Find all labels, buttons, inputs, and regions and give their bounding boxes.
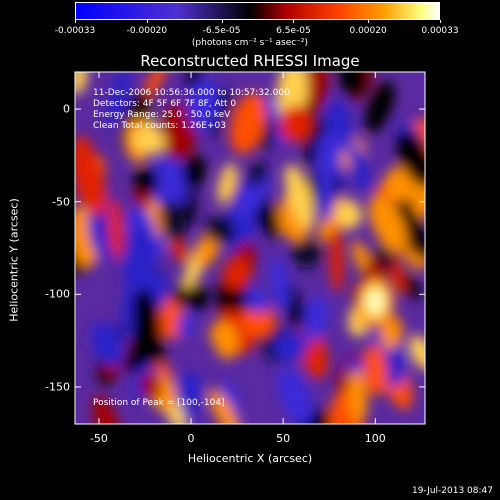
heatmap-cell xyxy=(393,202,425,260)
colorbar-tick-mark xyxy=(146,20,148,23)
heatmap-cell xyxy=(132,288,162,350)
colorbar-tick-label: 0.00033 xyxy=(421,26,459,36)
heatmap-peak xyxy=(353,271,398,332)
colorbar-tick-mark xyxy=(368,20,370,23)
heatmap-cell xyxy=(284,164,315,230)
heatmap-cell xyxy=(132,126,166,155)
heatmap-cell xyxy=(246,161,267,187)
heatmap-cell xyxy=(301,72,329,117)
colorbar-tick-label: 0.00020 xyxy=(349,26,387,36)
heatmap-cell xyxy=(269,257,290,311)
x-tick-label: 100 xyxy=(364,432,386,445)
heatmap-cell xyxy=(318,209,338,242)
info-time-range: 11-Dec-2006 10:56:36.000 to 10:57:32.000 xyxy=(93,88,290,98)
heatmap-cell xyxy=(121,279,135,338)
heatmap-cell xyxy=(162,106,188,153)
heatmap-cell xyxy=(278,105,313,143)
heatmap-cell xyxy=(92,395,121,424)
heatmap-cell xyxy=(213,322,239,360)
heatmap-cell xyxy=(396,130,425,188)
heatmap-cell xyxy=(177,312,194,338)
colorbar-tick-mark xyxy=(440,20,441,23)
heatmap-cell xyxy=(409,335,425,371)
heatmap-cell xyxy=(217,162,236,205)
heatmap-cell xyxy=(365,80,395,133)
x-axis-label: Heliocentric X (arcsec) xyxy=(187,452,313,465)
heatmap-cell xyxy=(204,216,235,245)
y-tick-label: 0 xyxy=(63,102,70,116)
heatmap-cell xyxy=(363,344,388,396)
colorbar-tick-label: -0.00020 xyxy=(126,26,168,36)
heatmap-cell xyxy=(272,331,308,362)
heatmap-cell xyxy=(317,155,335,221)
heatmap-cell xyxy=(208,388,241,424)
colorbar-tick-mark xyxy=(75,20,76,23)
heatmap-cell xyxy=(186,78,221,132)
heatmap-cell xyxy=(347,370,368,424)
colorbar-tick-mark xyxy=(221,20,223,23)
heatmap-cell xyxy=(230,92,267,155)
heatmap-cell xyxy=(141,372,162,400)
colorbar-unit-label: (photons cm⁻² s⁻¹ asec⁻²) xyxy=(191,38,309,48)
heatmap-cell xyxy=(122,225,155,289)
heatmap-cell xyxy=(329,227,344,293)
heatmap-cell xyxy=(132,167,159,195)
heatmap-cell xyxy=(241,304,276,338)
heatmap-cell xyxy=(182,154,206,188)
plot-border xyxy=(74,71,426,425)
x-tick-label: -50 xyxy=(89,432,108,445)
colorbar-tick-label: -6.5e-05 xyxy=(202,26,241,36)
y-tick-label: -100 xyxy=(45,287,70,301)
heatmap-cell xyxy=(302,295,329,342)
heatmap-cell xyxy=(107,72,131,126)
x-tick-label: 50 xyxy=(276,432,291,445)
timestamp-footer: 19-Jul-2013 08:47 xyxy=(411,486,493,496)
heatmap-cell xyxy=(291,238,323,268)
y-tick-label: -150 xyxy=(45,380,70,394)
info-detectors: Detectors: 4F 5F 6F 7F 8F, Att 0 xyxy=(93,99,237,109)
x-tick-label: 0 xyxy=(187,432,195,445)
heatmap-cell xyxy=(151,157,187,214)
heatmap-cell xyxy=(304,115,325,169)
heatmap-cell xyxy=(383,166,417,202)
heatmap-cell xyxy=(90,322,125,367)
colorbar-tick-label: -0.00033 xyxy=(54,26,96,36)
y-tick-label: -50 xyxy=(52,195,70,209)
info-energy-range: Energy Range: 25.0 - 50.0 keV xyxy=(93,110,231,120)
peak-position-label: Position of Peak = [100,-104] xyxy=(93,398,225,408)
heatmap-cell xyxy=(160,200,187,244)
heatmap-cell xyxy=(338,72,369,98)
y-axis-label: Heliocentric Y (arcsec) xyxy=(7,198,21,322)
colorbar-tick-mark xyxy=(293,20,295,23)
heatmap-cell xyxy=(75,72,88,95)
heatmap-cell xyxy=(107,199,124,260)
heatmap-cell xyxy=(141,72,173,108)
heatmap-cell xyxy=(222,256,251,290)
heatmap-cell xyxy=(277,367,313,424)
heatmap-cell xyxy=(403,274,422,301)
chart-title: Reconstructed RHESSI Image xyxy=(140,52,360,70)
colorbar xyxy=(75,2,440,20)
heatmap-cell xyxy=(347,141,370,193)
heatmap-cell xyxy=(334,199,362,230)
info-clean-counts: Clean Total counts: 1.26E+03 xyxy=(93,121,226,131)
colorbar-tick-label: 6.5e-05 xyxy=(276,26,311,36)
heatmap-cell xyxy=(368,195,407,253)
heatmap-cell xyxy=(75,153,108,216)
heatmap-cell xyxy=(245,286,268,314)
